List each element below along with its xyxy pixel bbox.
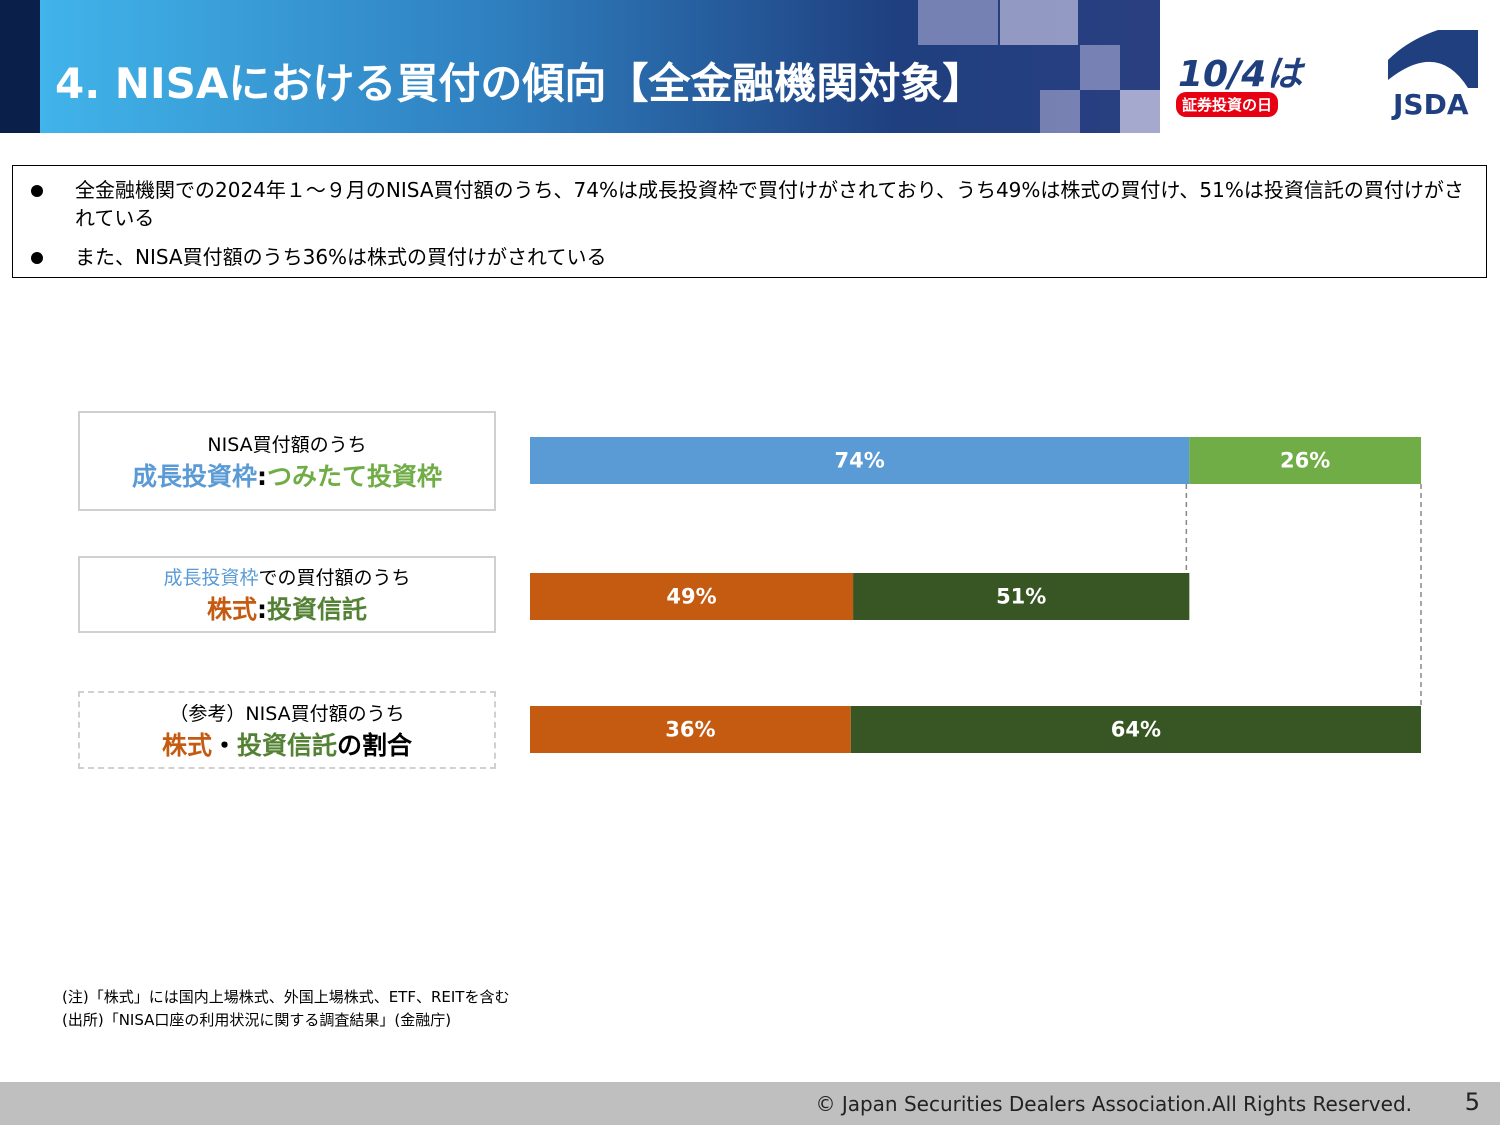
label-part: の割合 — [337, 730, 413, 760]
logo-org: JSDA — [1393, 88, 1469, 121]
label-part: 成長投資枠 — [131, 461, 257, 491]
summary-box: 全金融機関での2024年１～９月のNISA買付額のうち、74%は成長投資枠で買付… — [12, 165, 1487, 278]
label-part: 株式 — [161, 730, 212, 760]
label-part: : — [257, 461, 267, 491]
label-part: 投資信託 — [237, 730, 338, 760]
row-heading: 株式・投資信託の割合 — [80, 726, 494, 762]
label-part: ・ — [211, 730, 237, 760]
value-label: 36% — [665, 718, 715, 742]
bar-segment — [530, 437, 1190, 484]
page-number: 5 — [1464, 1088, 1480, 1116]
row-label-box: （参考）NISA買付額のうち 株式・投資信託の割合 — [78, 691, 496, 769]
label-part: 成長投資枠 — [163, 567, 259, 589]
logo-caption: 証券投資の日 — [1176, 92, 1279, 117]
footer: © Japan Securities Dealers Association.A… — [0, 1082, 1500, 1125]
value-label: 64% — [1111, 718, 1161, 742]
row-caption: 成長投資枠での買付額のうち — [80, 563, 494, 590]
label-part: つみたて投資枠 — [267, 461, 443, 491]
bar-segment — [850, 706, 1421, 753]
bullet: また、NISA買付額のうち36%は株式の買付けがされている — [31, 243, 1475, 271]
label-part: （参考）NISA買付額のうち — [169, 702, 405, 725]
bar-segment — [1189, 437, 1421, 484]
row-label-box: 成長投資枠での買付額のうち 株式:投資信託 — [78, 556, 496, 633]
row-heading: 株式:投資信託 — [80, 590, 494, 626]
logo-mark — [1388, 30, 1478, 88]
bar-segment — [853, 573, 1190, 620]
title: 4. NISAにおける買付の傾向【全金融機関対象】 — [55, 59, 985, 108]
row-label-box: NISA買付額のうち 成長投資枠:つみたて投資枠 — [78, 411, 496, 511]
bar-segment — [530, 573, 854, 620]
value-label: 49% — [666, 585, 716, 609]
label-part: 投資信託 — [267, 595, 368, 624]
label-part: : — [257, 595, 267, 624]
row-heading: 成長投資枠:つみたて投資枠 — [80, 457, 494, 493]
header-band — [0, 0, 1160, 133]
bullet-text: 全金融機関での2024年１～９月のNISA買付額のうち、74%は成長投資枠で買付… — [75, 178, 1464, 230]
logo-day: 10/4は — [1178, 54, 1303, 95]
value-label: 26% — [1280, 449, 1330, 473]
row-caption: NISA買付額のうち — [80, 430, 494, 457]
row-caption: （参考）NISA買付額のうち — [80, 699, 494, 726]
chart: 74% 26% 49% 51% 36% 64% — [530, 437, 1422, 753]
copyright: © Japan Securities Dealers Association.A… — [815, 1092, 1412, 1116]
value-label: 51% — [996, 585, 1046, 609]
note: (出所)「NISA口座の利用状況に関する調査結果」(金融庁) — [62, 1011, 452, 1029]
bullet-text: また、NISA買付額のうち36%は株式の買付けがされている — [75, 245, 607, 269]
label-part: NISA買付額のうち — [207, 433, 367, 456]
value-label: 74% — [835, 449, 885, 473]
label-part: での買付額のうち — [258, 567, 411, 589]
bar-segment — [530, 706, 851, 753]
label-part: 株式 — [206, 595, 257, 624]
note: (注)「株式」には国内上場株式、外国上場株式、ETF、REITを含む — [62, 988, 510, 1006]
bullet: 全金融機関での2024年１～９月のNISA買付額のうち、74%は成長投資枠で買付… — [31, 176, 1475, 232]
